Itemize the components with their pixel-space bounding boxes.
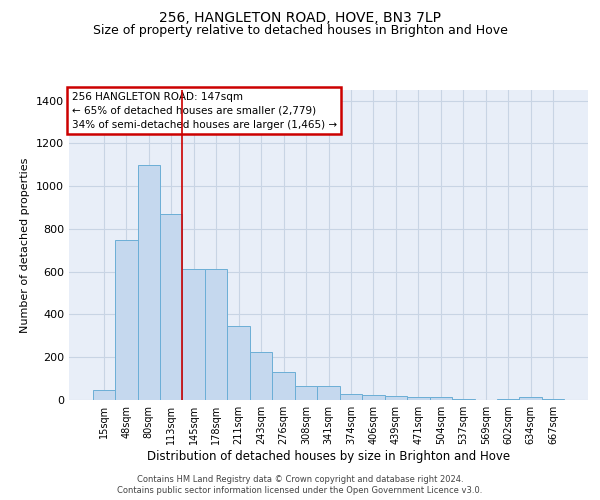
Bar (160, 214, 182, 400)
Bar (272, 372, 295, 400)
Y-axis label: Number of detached properties: Number of detached properties (20, 158, 31, 332)
Bar (92, 390, 115, 400)
Bar (295, 386, 317, 400)
Bar (340, 394, 362, 400)
Bar (430, 398, 452, 400)
Bar (115, 240, 137, 400)
X-axis label: Distribution of detached houses by size in Brighton and Hove: Distribution of detached houses by size … (147, 450, 510, 463)
Bar (317, 386, 340, 400)
Text: Contains HM Land Registry data © Crown copyright and database right 2024.: Contains HM Land Registry data © Crown c… (137, 475, 463, 484)
Bar (137, 165, 160, 400)
Bar (227, 326, 250, 400)
Bar (520, 398, 542, 400)
Bar (407, 398, 430, 400)
Text: Contains public sector information licensed under the Open Government Licence v3: Contains public sector information licen… (118, 486, 482, 495)
Bar (385, 396, 407, 400)
Text: 256, HANGLETON ROAD, HOVE, BN3 7LP: 256, HANGLETON ROAD, HOVE, BN3 7LP (159, 11, 441, 25)
Bar (182, 268, 205, 400)
Text: 256 HANGLETON ROAD: 147sqm
← 65% of detached houses are smaller (2,779)
34% of s: 256 HANGLETON ROAD: 147sqm ← 65% of deta… (71, 92, 337, 130)
Bar (205, 268, 227, 400)
Text: Size of property relative to detached houses in Brighton and Hove: Size of property relative to detached ho… (92, 24, 508, 37)
Bar (250, 352, 272, 400)
Bar (362, 394, 385, 400)
